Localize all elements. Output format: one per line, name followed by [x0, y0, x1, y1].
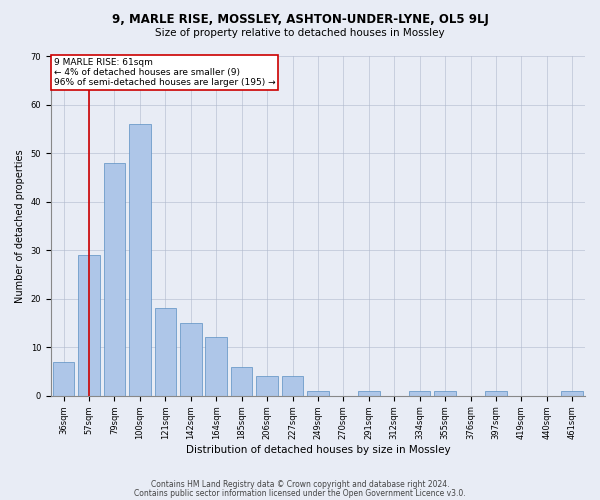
X-axis label: Distribution of detached houses by size in Mossley: Distribution of detached houses by size … [185, 445, 450, 455]
Bar [409, 391, 430, 396]
Text: Contains public sector information licensed under the Open Government Licence v3: Contains public sector information licen… [134, 490, 466, 498]
Bar [562, 391, 583, 396]
Bar [282, 376, 304, 396]
Text: Size of property relative to detached houses in Mossley: Size of property relative to detached ho… [155, 28, 445, 38]
Bar [307, 391, 329, 396]
Text: 9, MARLE RISE, MOSSLEY, ASHTON-UNDER-LYNE, OL5 9LJ: 9, MARLE RISE, MOSSLEY, ASHTON-UNDER-LYN… [112, 12, 488, 26]
Bar [129, 124, 151, 396]
Bar [358, 391, 380, 396]
Text: Contains HM Land Registry data © Crown copyright and database right 2024.: Contains HM Land Registry data © Crown c… [151, 480, 449, 489]
Bar [434, 391, 456, 396]
Bar [104, 163, 125, 396]
Bar [231, 366, 253, 396]
Bar [205, 338, 227, 396]
Bar [485, 391, 507, 396]
Bar [155, 308, 176, 396]
Bar [180, 323, 202, 396]
Bar [78, 255, 100, 396]
Text: 9 MARLE RISE: 61sqm
← 4% of detached houses are smaller (9)
96% of semi-detached: 9 MARLE RISE: 61sqm ← 4% of detached hou… [53, 58, 275, 88]
Bar [256, 376, 278, 396]
Y-axis label: Number of detached properties: Number of detached properties [15, 149, 25, 302]
Bar [53, 362, 74, 396]
